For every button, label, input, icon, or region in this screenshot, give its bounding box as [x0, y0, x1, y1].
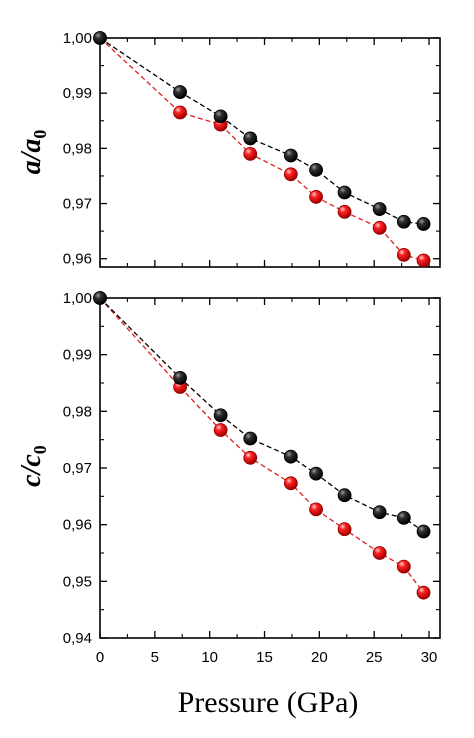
black-data-point	[93, 291, 107, 305]
x-tick-label: 15	[256, 649, 273, 666]
y-tick-label: 0,97	[63, 196, 92, 213]
y-tick-label: 0,98	[63, 140, 92, 157]
black-data-point	[372, 202, 387, 216]
x-tick-label: 20	[311, 649, 328, 666]
bottom-y-axis-label: c/c0	[16, 445, 50, 487]
y-tick-label: 0,99	[63, 85, 92, 102]
black-data-point	[337, 185, 352, 200]
y-tick-label: 1,00	[63, 30, 92, 47]
black-data-point	[396, 214, 411, 229]
red-data-point	[283, 167, 298, 182]
black-data-point	[283, 449, 298, 464]
black-data-point	[337, 488, 352, 503]
black-data-point	[213, 408, 228, 423]
x-tick-label: 10	[201, 649, 218, 666]
black-data-point	[243, 131, 258, 146]
black-data-point	[372, 505, 387, 520]
black-data-point	[283, 148, 298, 163]
red-data-point	[283, 476, 298, 491]
black-data-point	[173, 370, 187, 385]
y-tick-label: 0,95	[63, 573, 92, 590]
red-data-point	[309, 502, 323, 517]
bottom-panel: c/c0 0 5 10 15 20 25 30 0,94 0,95 0,96 0,97 0,98 0,9…	[16, 290, 441, 666]
red-series-line	[99, 37, 424, 262]
black-data-point	[213, 109, 228, 124]
y-tick-label: 1,00	[63, 290, 92, 307]
red-data-point	[309, 190, 323, 204]
red-data-point	[337, 522, 352, 537]
y-tick-label: 0,99	[63, 347, 92, 364]
red-data-point	[243, 450, 258, 465]
x-axis-label: Pressure (GPa)	[178, 686, 359, 719]
black-data-point	[396, 510, 411, 525]
red-data-point	[337, 204, 352, 219]
y-tick-label: 0,98	[63, 403, 92, 420]
plot-frame	[99, 37, 441, 268]
top-panel: a/a0 0,96 0,97 0,98 0,99 1,00	[16, 30, 441, 268]
y-tick-label: 0,96	[63, 517, 92, 534]
black-data-point	[416, 524, 431, 539]
red-data-point	[372, 546, 387, 560]
red-data-point	[173, 105, 187, 120]
x-tick-label: 0	[96, 649, 104, 666]
red-data-point	[396, 559, 411, 574]
x-tick-label: 5	[151, 649, 159, 666]
y-tick-label: 0,96	[63, 251, 92, 268]
red-data-point	[243, 146, 258, 161]
black-data-point	[243, 431, 258, 446]
y-tick-label: 0,97	[63, 460, 92, 477]
y-tick-label: 0,94	[63, 630, 92, 647]
red-data-point	[416, 585, 431, 600]
black-data-point	[93, 31, 107, 45]
x-tick-label: 25	[366, 649, 383, 666]
top-y-axis-label: a/a0	[16, 130, 50, 175]
black-data-point	[173, 85, 187, 99]
black-data-point	[309, 466, 323, 481]
x-tick-label: 30	[421, 649, 438, 666]
black-data-point	[309, 162, 323, 177]
black-series-line	[99, 297, 424, 533]
red-series-line	[99, 297, 425, 594]
red-data-point	[372, 220, 387, 235]
red-data-point	[396, 247, 411, 262]
red-data-point	[213, 423, 228, 437]
black-data-point	[416, 217, 431, 231]
black-series-line	[99, 37, 424, 225]
red-data-point	[416, 253, 431, 268]
